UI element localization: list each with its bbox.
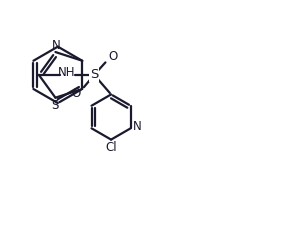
- Text: O: O: [108, 50, 118, 63]
- Text: O: O: [72, 87, 81, 100]
- Text: S: S: [52, 99, 59, 112]
- Text: S: S: [90, 68, 98, 81]
- Text: N: N: [133, 120, 142, 133]
- Text: Cl: Cl: [105, 141, 117, 154]
- Text: NH: NH: [58, 67, 76, 79]
- Text: N: N: [52, 39, 60, 52]
